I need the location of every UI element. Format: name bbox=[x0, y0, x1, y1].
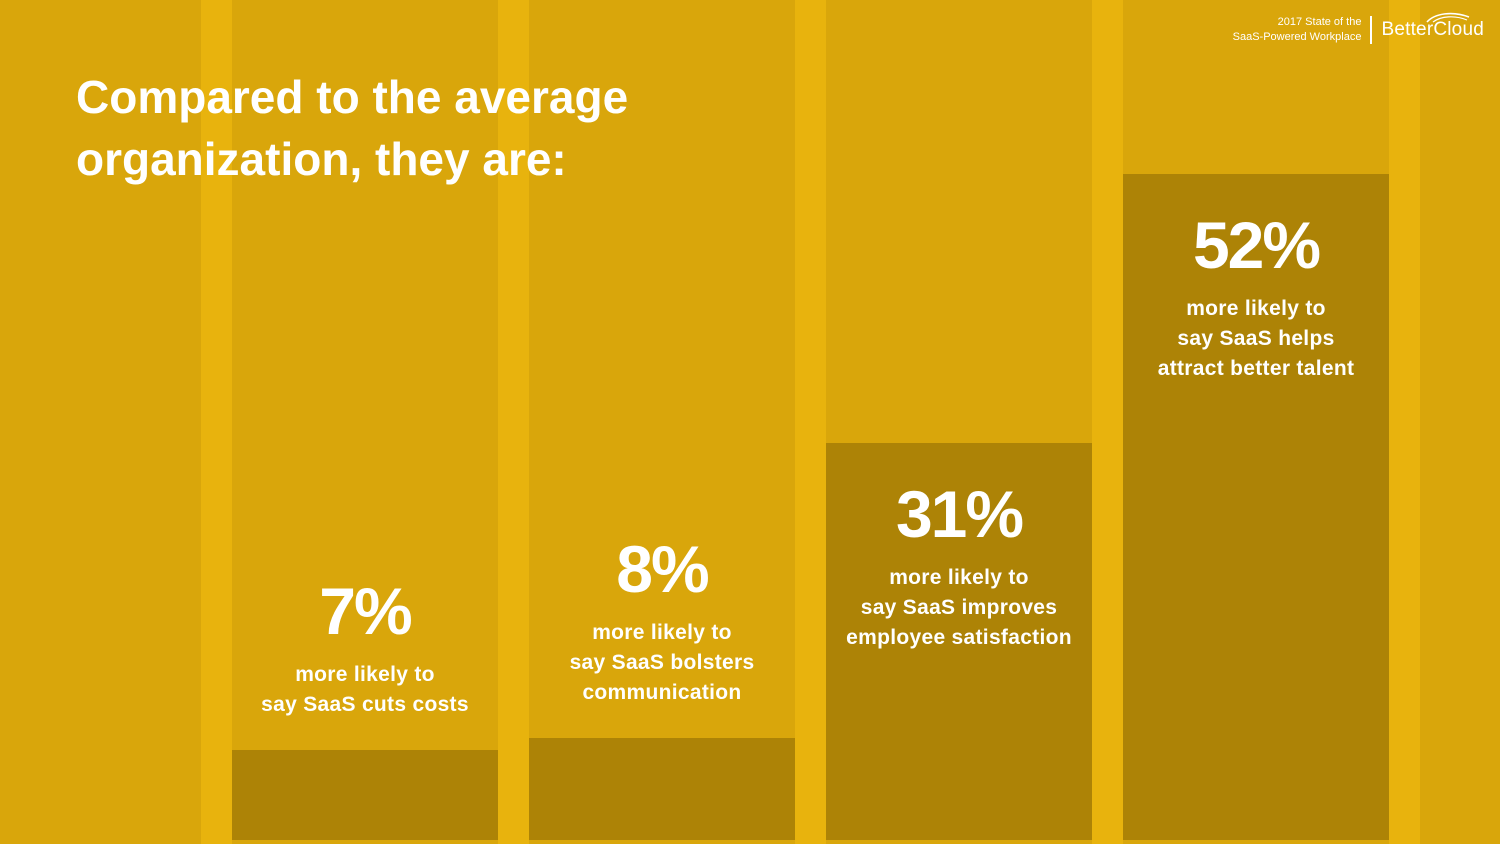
bar-description-line: more likely to bbox=[295, 663, 435, 687]
cloud-swoosh-icon bbox=[1426, 12, 1470, 23]
bar-value-label: 8% bbox=[616, 531, 709, 606]
bar-description-line: attract better talent bbox=[1157, 357, 1355, 381]
report-name-line-1: 2017 State of the bbox=[1277, 16, 1362, 28]
headline: Compared to the average organization, th… bbox=[76, 71, 629, 185]
background-stripe bbox=[201, 0, 232, 844]
bar-description-line: say SaaS bolsters bbox=[569, 650, 755, 674]
bar-column-track bbox=[529, 0, 795, 840]
bar-column-track bbox=[232, 0, 498, 840]
bar-label: 7% more likely to say SaaS cuts costs bbox=[212, 578, 518, 720]
brand-divider bbox=[1370, 16, 1373, 44]
company-logo: BetterCloud bbox=[1381, 12, 1484, 41]
bar-label: 31% more likely to say SaaS improves employ… bbox=[806, 481, 1112, 653]
bar-value-label: 7% bbox=[319, 574, 412, 649]
bar bbox=[529, 737, 795, 840]
background-stripe bbox=[1389, 0, 1420, 844]
bar-description-line: communication bbox=[582, 680, 742, 704]
bar bbox=[232, 750, 498, 840]
bar-label: 52% more likely to say SaaS helps attract b… bbox=[1103, 212, 1409, 384]
bar-value-label: 52% bbox=[1192, 208, 1321, 283]
bar-description-line: more likely to bbox=[592, 620, 732, 644]
bar-description-line: say SaaS improves bbox=[860, 596, 1058, 620]
background-stripe bbox=[795, 0, 826, 844]
background-stripe bbox=[1092, 0, 1123, 844]
bar-label: 8% more likely to say SaaS bolsters communi… bbox=[509, 536, 815, 708]
brand-header: 2017 State of the SaaS-Powered Workplace… bbox=[1233, 12, 1484, 46]
bar-description-line: say SaaS helps bbox=[1177, 327, 1335, 351]
bar-description-line: more likely to bbox=[889, 566, 1029, 590]
company-name: BetterCloud bbox=[1381, 19, 1484, 40]
report-name: 2017 State of the SaaS-Powered Workplace bbox=[1233, 15, 1362, 45]
bar-description-line: say SaaS cuts costs bbox=[261, 693, 469, 717]
bar-description-line: more likely to bbox=[1186, 297, 1326, 321]
bar-value-label: 31% bbox=[895, 477, 1024, 552]
bar-description-line: employee satisfaction bbox=[846, 626, 1072, 650]
bar bbox=[1123, 174, 1389, 840]
bar bbox=[826, 443, 1092, 840]
background-stripe bbox=[498, 0, 529, 844]
report-name-line-2: SaaS-Powered Workplace bbox=[1232, 31, 1362, 43]
